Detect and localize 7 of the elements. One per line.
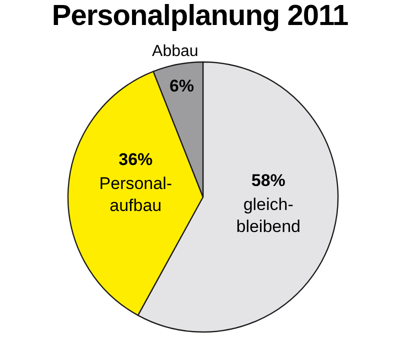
chart-title: Personalplanung 2011 (52, 0, 348, 32)
slice-label: gleich- bleibend (236, 194, 301, 236)
data-label: 58% (251, 170, 286, 190)
slice-label: Abbau (152, 43, 198, 60)
data-label: 36% (118, 150, 153, 169)
slice-label: Personal- aufbau (99, 174, 172, 215)
data-label: 6% (169, 76, 194, 96)
